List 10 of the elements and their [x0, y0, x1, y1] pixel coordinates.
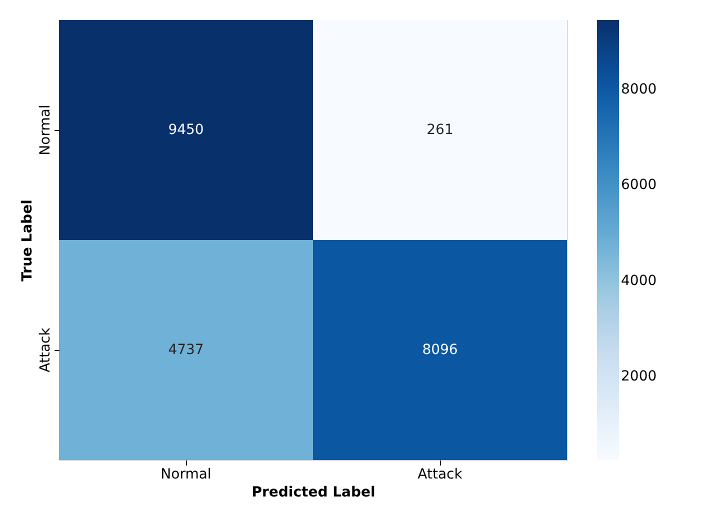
color-bar-label: 2000: [621, 368, 657, 385]
data-label: 4737: [168, 342, 204, 358]
data-label: 9450: [168, 122, 204, 138]
data-label: 261: [426, 122, 454, 138]
color-bar-label: 4000: [621, 272, 657, 289]
x-axis-title: Predicted Label: [252, 484, 376, 500]
y-axis-title: True Label: [20, 200, 36, 282]
data-label: 8096: [422, 342, 458, 358]
color-bar-label: 6000: [621, 177, 657, 194]
color-bar-label: 8000: [621, 81, 657, 98]
